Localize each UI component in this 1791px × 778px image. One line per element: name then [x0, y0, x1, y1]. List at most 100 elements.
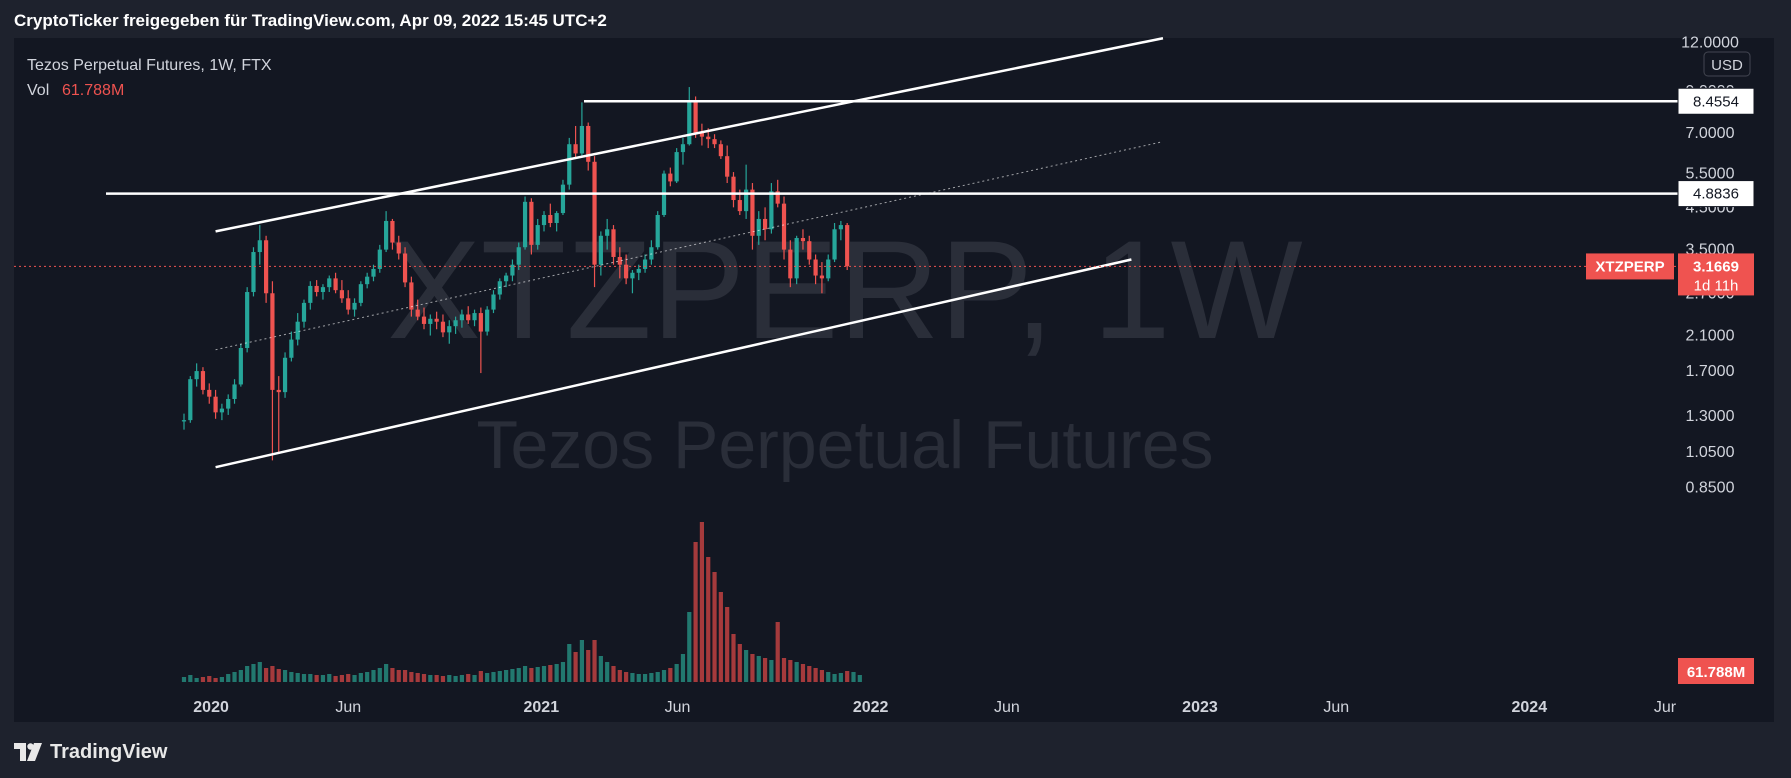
- volume-bar: [661, 670, 667, 682]
- volume-bar: [295, 673, 300, 682]
- time-tick-label: Jun: [994, 699, 1020, 716]
- candle: [794, 235, 799, 285]
- volume-bar: [320, 675, 326, 682]
- price-tick-label: 1.3000: [1686, 408, 1735, 425]
- volume-bar: [358, 673, 363, 682]
- candle: [636, 264, 641, 281]
- volume-bar: [466, 674, 471, 682]
- candle: [314, 280, 319, 297]
- watermark-symbol: XTZPERP, 1W: [387, 211, 1302, 368]
- tradingview-logo[interactable]: TradingView: [14, 740, 167, 764]
- candle: [466, 306, 471, 324]
- volume-bar: [781, 658, 787, 682]
- volume-bar: [731, 634, 736, 682]
- volume-bar: [535, 667, 540, 682]
- candle: [491, 290, 496, 314]
- volume-bar: [756, 656, 761, 682]
- candle: [270, 281, 275, 461]
- candle: [459, 309, 465, 328]
- volume-bar: [421, 674, 427, 682]
- candle: [390, 218, 395, 250]
- volume-layer: [181, 522, 862, 682]
- candle: [440, 314, 446, 338]
- volume-bar: [289, 672, 294, 682]
- candle: [289, 331, 294, 362]
- watermark-description: Tezos Perpetual Futures: [476, 407, 1213, 483]
- volume-bar: [548, 665, 553, 682]
- volume-bar: [352, 675, 357, 682]
- candle: [592, 156, 597, 288]
- volume-bar: [605, 662, 610, 682]
- candle: [245, 287, 250, 353]
- candle: [529, 198, 534, 255]
- candle: [541, 211, 547, 232]
- candle: [428, 314, 433, 336]
- resistance-mid-badge: [1677, 180, 1755, 208]
- volume-bar: [333, 676, 338, 682]
- candle: [630, 270, 635, 294]
- price-badges: USD 8.4554 4.8836 XTZPERP 3.1669 1d 11h …: [1586, 51, 1755, 684]
- candle: [327, 275, 332, 293]
- volume-bar: [554, 664, 559, 682]
- tradingview-brand: TradingView: [50, 740, 168, 763]
- volume-bar: [219, 677, 224, 682]
- candle: [781, 196, 787, 260]
- candle: [668, 167, 673, 187]
- legend-title: Tezos Perpetual Futures, 1W, FTX: [27, 57, 272, 74]
- volume-bar: [744, 650, 749, 682]
- volume-bar: [579, 640, 585, 682]
- candle: [744, 164, 749, 219]
- candle: [522, 196, 528, 250]
- volume-bar: [851, 672, 856, 682]
- candle: [699, 123, 705, 146]
- last-price-value: 3.1669: [1693, 258, 1739, 275]
- watermark: XTZPERP, 1W Tezos Perpetual Futures: [387, 211, 1302, 483]
- price-tick-label: 7.0000: [1686, 125, 1735, 142]
- candle: [838, 220, 843, 241]
- channel-line-lower[interactable]: [215, 258, 1132, 469]
- volume-bar: [453, 676, 458, 682]
- volume-bar: [327, 674, 332, 682]
- resistance-high-value: 8.4554: [1693, 93, 1739, 110]
- channel-line-upper[interactable]: [215, 36, 1164, 233]
- volume-bar: [251, 664, 256, 682]
- candle: [756, 211, 761, 245]
- volume-bar: [699, 522, 705, 682]
- candle: [207, 383, 212, 404]
- candle: [447, 320, 452, 344]
- channel-line-middle[interactable]: [215, 141, 1164, 351]
- volume-bar: [725, 607, 730, 682]
- candle: [579, 102, 585, 157]
- volume-bar: [491, 672, 496, 682]
- volume-bar: [769, 660, 774, 682]
- candle: [693, 96, 698, 138]
- volume-bar: [245, 666, 250, 682]
- candle: [718, 140, 723, 159]
- volume-bar: [750, 654, 755, 682]
- candle: [504, 272, 509, 288]
- volume-bar: [390, 668, 395, 682]
- candle: [567, 137, 572, 190]
- volume-bar: [384, 664, 389, 682]
- volume-bar: [485, 673, 490, 682]
- volume-bar: [301, 674, 307, 682]
- volume-bar: [516, 668, 521, 682]
- time-axis[interactable]: 2020 Jun 2021 Jun 2022 Jun 2023 Jun 2024 Jur: [193, 699, 1677, 716]
- currency-button[interactable]: [1703, 51, 1751, 77]
- volume-bar: [276, 669, 281, 682]
- candle: [365, 272, 370, 289]
- candle: [762, 207, 768, 241]
- volume-bar: [636, 674, 641, 682]
- volume-bar: [428, 675, 433, 682]
- volume-bar: [346, 674, 351, 682]
- candle: [352, 298, 357, 317]
- candle: [421, 307, 427, 330]
- volume-bar: [718, 592, 723, 682]
- candle: [402, 247, 408, 288]
- candle: [301, 299, 307, 328]
- volume-bar: [674, 664, 679, 682]
- volume-bar: [598, 656, 603, 682]
- volume-bar: [497, 671, 502, 682]
- drawings-layer[interactable]: [106, 36, 1684, 469]
